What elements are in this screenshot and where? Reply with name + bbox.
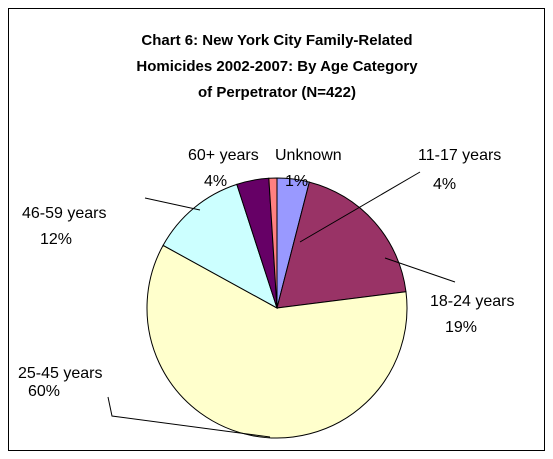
pie-slice (146, 244, 408, 439)
slice-value-label: 12% (40, 231, 72, 248)
slice-value-label: 1% (285, 173, 308, 190)
pie-slice (162, 183, 278, 310)
slice-label: Unknown (275, 147, 342, 164)
leader-line (299, 171, 421, 243)
slice-label: 46-59 years (22, 205, 107, 222)
slice-label: 60+ years (188, 147, 259, 164)
slice-label: 11-17 years (418, 147, 501, 164)
chart-title: of Perpetrator (N=422) (198, 84, 356, 101)
pie-slice (268, 177, 278, 309)
leader-lines (107, 171, 456, 438)
slice-value-label: 19% (445, 319, 477, 336)
chart-title: Chart 6: New York City Family-Related (141, 32, 412, 49)
slice-value-label: 4% (204, 173, 227, 190)
slice-label: 18-24 years (430, 293, 515, 310)
slice-value-label: 60% (28, 383, 60, 400)
leader-line (144, 197, 201, 211)
chart-title: Homicides 2002-2007: By Age Category (136, 58, 418, 75)
slice-label: 25-45 years (18, 365, 103, 382)
leader-line (107, 396, 271, 438)
slice-value-label: 4% (433, 176, 456, 193)
pie-slice (276, 181, 407, 309)
leader-line (384, 257, 456, 283)
